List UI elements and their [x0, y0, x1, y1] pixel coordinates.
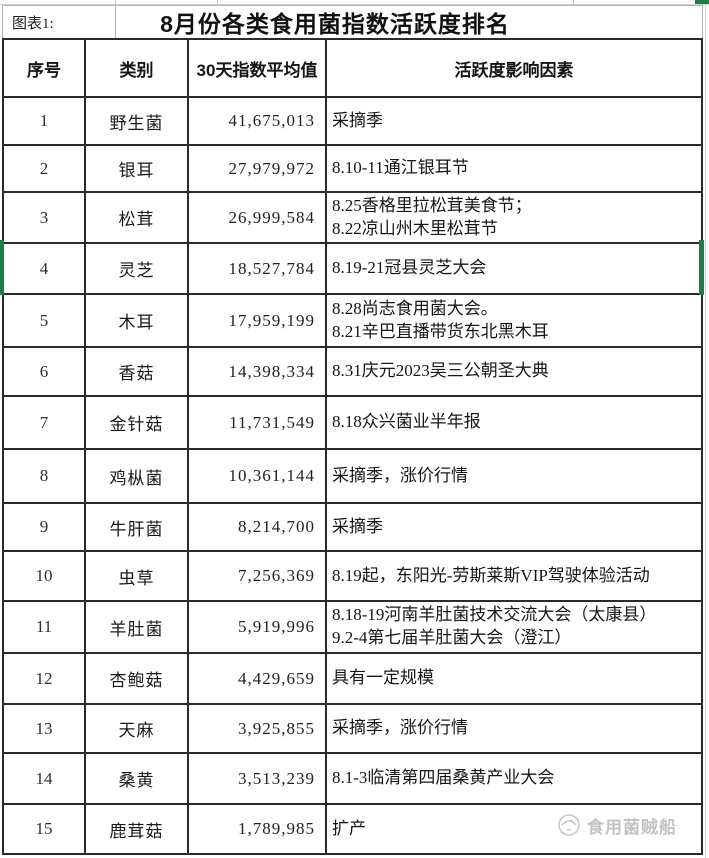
rank-cell[interactable]: 6 — [39, 361, 49, 381]
factors-cell[interactable]: 8.10-11通江银耳节 — [325, 146, 701, 191]
avg-index-cell[interactable]: 14,398,334 — [187, 348, 325, 395]
rank-cell[interactable]: 13 — [35, 718, 53, 738]
table-row: 5 木耳 17,959,199 8.28尚志食用菌大会。 8.21辛巴直播带货东… — [4, 293, 701, 346]
rank-cell[interactable]: 8 — [39, 466, 49, 485]
category-cell[interactable]: 羊肚菌 — [84, 602, 187, 652]
rank-cell[interactable]: 14 — [35, 768, 53, 788]
factors-cell[interactable]: 扩产 — [325, 805, 701, 853]
header-cell-category[interactable]: 类别 — [84, 40, 187, 96]
factors-cell[interactable]: 采摘季，涨价行情 — [325, 450, 701, 502]
header-cell-avg-index[interactable]: 30天指数平均值 — [187, 40, 325, 96]
avg-index-cell[interactable]: 27,979,972 — [187, 146, 325, 191]
avg-index-cell[interactable]: 41,675,013 — [187, 98, 325, 144]
avg-index-cell[interactable]: 1,789,985 — [187, 805, 325, 853]
sheet-gridline-stub — [217, 0, 218, 5]
factors-cell[interactable]: 具有一定规模 — [325, 654, 701, 703]
avg-index-cell[interactable]: 3,513,239 — [187, 754, 325, 803]
factors-cell[interactable]: 采摘季 — [325, 504, 701, 550]
rank-cell[interactable]: 7 — [39, 412, 49, 432]
table-row-selected: 4 灵芝 18,527,784 8.19-21冠县灵芝大会 — [4, 242, 701, 293]
table-row: 15 鹿茸菇 1,789,985 扩产 — [4, 803, 701, 853]
category-cell[interactable]: 牛肝菌 — [84, 504, 187, 550]
rank-cell[interactable]: 2 — [39, 158, 49, 178]
header-row: 序号 类别 30天指数平均值 活跃度影响因素 — [4, 40, 701, 96]
figure-label: 图表1: — [12, 15, 54, 32]
rank-cell[interactable]: 10 — [35, 566, 53, 585]
avg-index-cell[interactable]: 10,361,144 — [187, 450, 325, 502]
category-cell[interactable]: 银耳 — [84, 146, 187, 191]
sheet-gridline-horizontal — [0, 4, 709, 5]
selection-mark-top-right — [695, 0, 709, 4]
table-title-cell[interactable]: 8月份各类食用菌指数活跃度排名 — [116, 6, 702, 38]
sheet-gridline-vertical — [705, 0, 706, 858]
avg-index-cell[interactable]: 8,214,700 — [187, 504, 325, 550]
category-cell[interactable]: 桑黄 — [84, 754, 187, 803]
table-row: 10 虫草 7,256,369 8.19起，东阳光-劳斯莱斯VIP驾驶体验活动 — [4, 550, 701, 600]
avg-index-cell[interactable]: 17,959,199 — [187, 295, 325, 346]
ranking-table: 序号 类别 30天指数平均值 活跃度影响因素 1 野生菌 41,675,013 … — [2, 38, 703, 855]
table-row: 7 金针菇 11,731,549 8.18众兴菌业半年报 — [4, 395, 701, 448]
rank-cell[interactable]: 11 — [35, 617, 53, 636]
table-row: 8 鸡枞菌 10,361,144 采摘季，涨价行情 — [4, 448, 701, 502]
factors-cell[interactable]: 8.31庆元2023吴三公朝圣大典 — [325, 348, 701, 395]
figure-label-cell[interactable]: 图表1: — [3, 6, 116, 38]
avg-index-cell[interactable]: 3,925,855 — [187, 705, 325, 752]
factors-cell[interactable]: 8.18众兴菌业半年报 — [325, 397, 701, 448]
rank-cell[interactable]: 1 — [39, 111, 49, 130]
category-cell[interactable]: 杏鲍菇 — [84, 654, 187, 703]
sheet-gridline-stub — [573, 0, 574, 5]
factors-cell[interactable]: 8.18-19河南羊肚菌技术交流大会（太康县） 9.2-4第七届羊肚菌大会（澄江… — [325, 602, 701, 652]
avg-index-cell[interactable]: 4,429,659 — [187, 654, 325, 703]
selection-border-right — [699, 240, 704, 295]
table-row: 11 羊肚菌 5,919,996 8.18-19河南羊肚菌技术交流大会（太康县）… — [4, 600, 701, 652]
table-row: 12 杏鲍菇 4,429,659 具有一定规模 — [4, 652, 701, 703]
header-cell-factors[interactable]: 活跃度影响因素 — [325, 40, 701, 96]
factors-cell[interactable]: 采摘季 — [325, 98, 701, 144]
table-row: 9 牛肝菌 8,214,700 采摘季 — [4, 502, 701, 550]
table-row: 1 野生菌 41,675,013 采摘季 — [4, 96, 701, 144]
rank-cell[interactable]: 9 — [39, 517, 49, 536]
factors-cell[interactable]: 8.1-3临清第四届桑黄产业大会 — [325, 754, 701, 803]
sheet-gridline-stub — [115, 0, 116, 5]
header-cell-rank[interactable]: 序号 — [27, 60, 61, 80]
category-cell[interactable]: 鹿茸菇 — [84, 805, 187, 853]
rank-cell[interactable]: 5 — [39, 310, 49, 330]
table-row: 13 天麻 3,925,855 采摘季，涨价行情 — [4, 703, 701, 752]
factors-cell[interactable]: 8.19起，东阳光-劳斯莱斯VIP驾驶体验活动 — [325, 552, 701, 600]
category-cell[interactable]: 松茸 — [84, 193, 187, 242]
avg-index-cell[interactable]: 7,256,369 — [187, 552, 325, 600]
avg-index-cell[interactable]: 5,919,996 — [187, 602, 325, 652]
factors-cell[interactable]: 采摘季，涨价行情 — [325, 705, 701, 752]
table-row: 14 桑黄 3,513,239 8.1-3临清第四届桑黄产业大会 — [4, 752, 701, 803]
category-cell[interactable]: 天麻 — [84, 705, 187, 752]
title-row: 图表1: 8月份各类食用菌指数活跃度排名 — [2, 5, 703, 38]
factors-cell[interactable]: 8.25香格里拉松茸美食节； 8.22凉山州木里松茸节 — [325, 193, 701, 242]
table-title: 8月份各类食用菌指数活跃度排名 — [160, 11, 510, 37]
selection-border-left — [0, 240, 4, 295]
table-row: 6 香菇 14,398,334 8.31庆元2023吴三公朝圣大典 — [4, 346, 701, 395]
factors-cell[interactable]: 8.19-21冠县灵芝大会 — [325, 244, 701, 293]
rank-cell[interactable]: 4 — [39, 258, 49, 278]
category-cell[interactable]: 香菇 — [84, 348, 187, 395]
avg-index-cell[interactable]: 11,731,549 — [187, 397, 325, 448]
factors-cell[interactable]: 8.28尚志食用菌大会。 8.21辛巴直播带货东北黑木耳 — [325, 295, 701, 346]
table-row: 3 松茸 26,999,584 8.25香格里拉松茸美食节； 8.22凉山州木里… — [4, 191, 701, 242]
rank-cell[interactable]: 15 — [35, 819, 53, 838]
category-cell[interactable]: 鸡枞菌 — [84, 450, 187, 502]
avg-index-cell[interactable]: 18,527,784 — [187, 244, 325, 293]
category-cell[interactable]: 灵芝 — [84, 244, 187, 293]
rank-cell[interactable]: 12 — [35, 668, 53, 688]
avg-index-cell[interactable]: 26,999,584 — [187, 193, 325, 242]
category-cell[interactable]: 野生菌 — [84, 98, 187, 144]
category-cell[interactable]: 虫草 — [84, 552, 187, 600]
rank-cell[interactable]: 3 — [39, 207, 49, 227]
category-cell[interactable]: 金针菇 — [84, 397, 187, 448]
category-cell[interactable]: 木耳 — [84, 295, 187, 346]
table-row: 2 银耳 27,979,972 8.10-11通江银耳节 — [4, 144, 701, 191]
